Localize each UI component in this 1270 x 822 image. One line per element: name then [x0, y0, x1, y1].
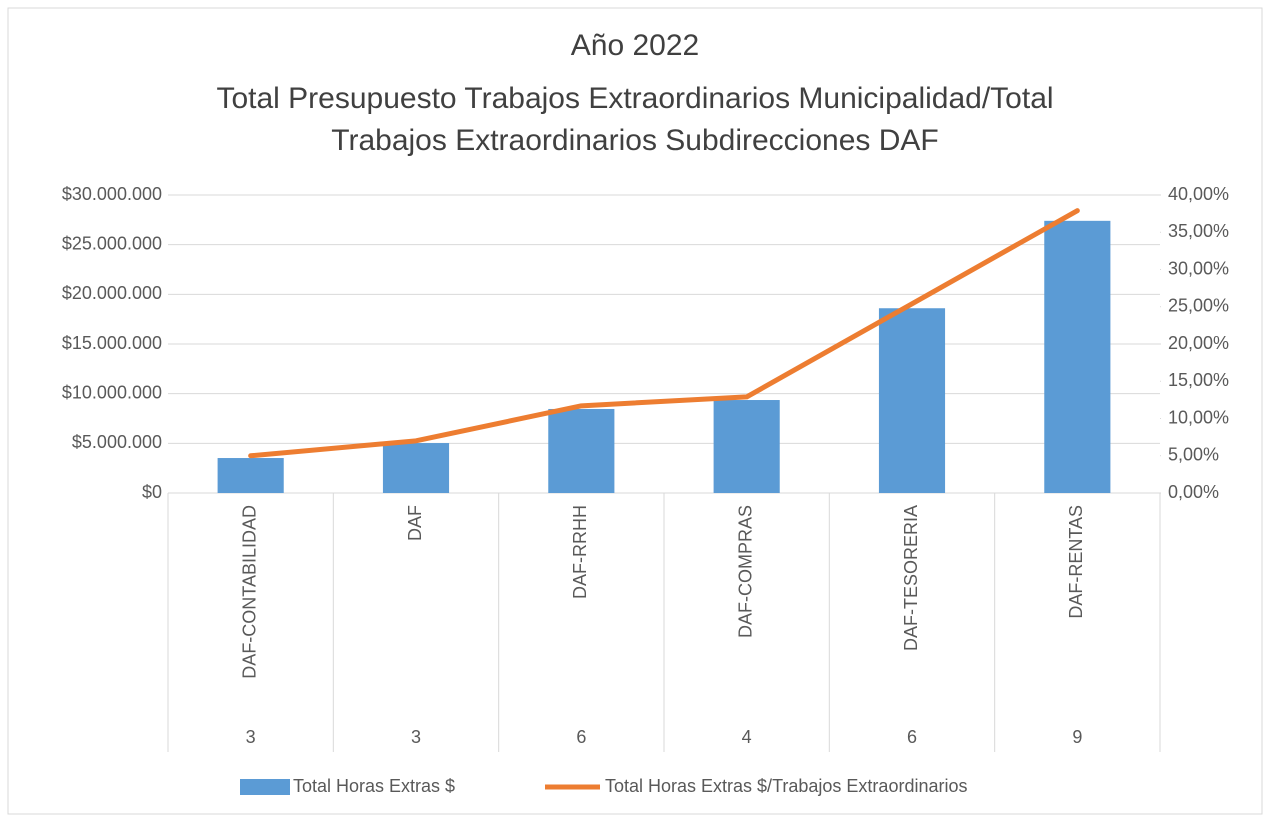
y-tick-label: $25.000.000 — [62, 233, 162, 253]
x-tick-label: DAF-RENTAS — [1066, 505, 1086, 619]
x-tick-label: DAF-RRHH — [570, 505, 590, 599]
bar — [548, 408, 615, 493]
x-group-label: 6 — [576, 727, 586, 747]
x-group-label: 3 — [411, 727, 421, 747]
x-group-label: 6 — [907, 727, 917, 747]
y2-tick-label: 15,00% — [1168, 370, 1229, 390]
x-group-label: 9 — [1072, 727, 1082, 747]
bar — [713, 400, 780, 493]
y2-tick-label: 20,00% — [1168, 333, 1229, 353]
y2-tick-label: 10,00% — [1168, 407, 1229, 427]
x-tick-label: DAF-TESORERIA — [901, 505, 921, 651]
y-tick-label: $30.000.000 — [62, 184, 162, 204]
bar — [217, 458, 284, 493]
x-tick-label: DAF-CONTABILIDAD — [239, 505, 259, 679]
y2-tick-label: 0,00% — [1168, 482, 1219, 502]
line-series — [248, 208, 1080, 459]
y-tick-label: $20.000.000 — [62, 283, 162, 303]
chart-title: Total Presupuesto Trabajos Extraordinari… — [216, 82, 1053, 115]
x-tick-label: DAF — [405, 505, 425, 541]
bar — [1044, 220, 1111, 493]
y2-tick-label: 25,00% — [1168, 296, 1229, 316]
chart-title: Año 2022 — [571, 29, 699, 62]
bar — [382, 443, 450, 493]
x-tick-label: DAF-COMPRAS — [735, 505, 755, 638]
y2-tick-label: 35,00% — [1168, 221, 1229, 241]
y2-tick-label: 30,00% — [1168, 258, 1229, 278]
y-tick-label: $5.000.000 — [72, 432, 162, 452]
x-group-label: 4 — [742, 727, 752, 747]
legend-label: Total Horas Extras $/Trabajos Extraordin… — [605, 776, 967, 796]
y2-tick-label: 5,00% — [1168, 445, 1219, 465]
bar — [878, 308, 946, 493]
y2-tick-label: 40,00% — [1168, 184, 1229, 204]
y-tick-label: $15.000.000 — [62, 333, 162, 353]
legend-swatch — [240, 779, 290, 795]
y-tick-label: $10.000.000 — [62, 382, 162, 402]
legend-label: Total Horas Extras $ — [293, 776, 455, 796]
chart-title: Trabajos Extraordinarios Subdirecciones … — [331, 124, 939, 157]
y-tick-label: $0 — [142, 482, 162, 502]
x-group-label: 3 — [246, 727, 256, 747]
